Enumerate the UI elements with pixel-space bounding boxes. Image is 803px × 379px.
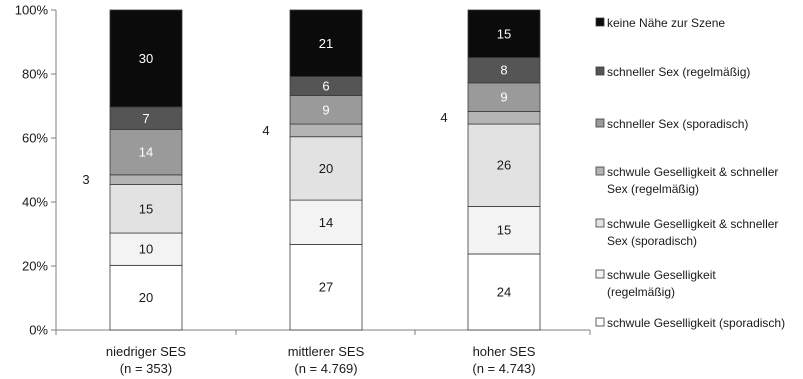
legend-swatch — [595, 317, 605, 327]
y-tick-label: 20% — [22, 259, 48, 274]
data-label: 15 — [139, 201, 153, 216]
bar-segment — [467, 206, 541, 255]
legend-label: (regelmäßig) — [607, 285, 675, 299]
y-tick-label: 100% — [15, 3, 49, 18]
data-label: 20 — [139, 290, 153, 305]
bar-segment — [289, 9, 363, 77]
bar-segment — [467, 110, 541, 125]
y-tick-label: 40% — [22, 195, 48, 210]
data-label: 20 — [319, 161, 333, 176]
bar-segment — [109, 174, 183, 185]
legend-swatch — [595, 118, 605, 128]
x-category-label: niedriger SES — [106, 344, 187, 359]
data-label: 8 — [500, 63, 507, 78]
y-tick-label: 0% — [29, 323, 48, 338]
data-label: 21 — [319, 36, 333, 51]
bar-segment — [467, 82, 541, 112]
data-label: 15 — [497, 26, 511, 41]
data-label: 27 — [319, 280, 333, 295]
data-label: 24 — [497, 284, 511, 299]
bar-segment — [109, 9, 183, 108]
legend: keine Nähe zur Szene schneller Sex (regel… — [595, 16, 785, 330]
data-label: 10 — [139, 242, 153, 257]
data-label: 9 — [500, 90, 507, 105]
legend-swatch — [595, 269, 605, 279]
bar-segment — [289, 199, 363, 245]
x-category-sublabel: (n = 4.769) — [294, 361, 357, 376]
x-category-label: hoher SES — [473, 344, 536, 359]
bar-segment — [467, 9, 541, 58]
bar-segment — [467, 253, 541, 331]
bars — [109, 9, 541, 331]
data-label: 9 — [322, 102, 329, 117]
legend-swatch — [595, 66, 605, 76]
bar-segment — [467, 57, 541, 84]
data-label: 4 — [440, 110, 447, 125]
x-category-sublabel: (n = 353) — [120, 361, 172, 376]
bar-segment — [289, 136, 363, 201]
legend-swatch — [595, 166, 605, 176]
legend-label: schwule Geselligkeit & schneller — [607, 165, 778, 179]
data-label: 15 — [497, 223, 511, 238]
data-label: 3 — [82, 172, 89, 187]
data-label: 4 — [262, 123, 269, 138]
bar-segment — [109, 232, 183, 266]
legend-label: schneller Sex (sporadisch) — [607, 117, 748, 131]
data-label: 6 — [322, 79, 329, 94]
legend-label: schneller Sex (regelmäßig) — [607, 65, 750, 79]
bar-segment — [289, 95, 363, 125]
legend-swatch — [595, 218, 605, 228]
data-label: 14 — [139, 145, 153, 160]
y-tick-label: 60% — [22, 131, 48, 146]
bar-segment — [109, 264, 183, 331]
axes: 0% 20% 40% 60% 80% 100% niedriger SES (n = 353)… — [15, 3, 591, 376]
bar-segment — [289, 123, 363, 138]
legend-label: Sex (regelmäßig) — [607, 182, 699, 196]
legend-label: keine Nähe zur Szene — [607, 16, 725, 30]
data-label: 26 — [497, 158, 511, 173]
data-labels: 20 10 15 3 14 7 30 27 14 20 4 9 6 21 24 15 26 4 9 8 15 — [82, 26, 511, 305]
legend-swatch — [595, 17, 605, 27]
legend-label: schwule Geselligkeit & schneller — [607, 217, 778, 231]
y-tick-label: 80% — [22, 67, 48, 82]
bar-segment — [289, 244, 363, 331]
legend-label: Sex (sporadisch) — [607, 234, 697, 248]
legend-label: schwule Geselligkeit (sporadisch) — [607, 316, 785, 330]
legend-label: schwule Geselligkeit — [607, 268, 716, 282]
data-label: 7 — [142, 111, 149, 126]
x-category-label: mittlerer SES — [288, 344, 365, 359]
bar-segment — [109, 184, 183, 234]
data-label: 30 — [139, 51, 153, 66]
bar-segment — [467, 123, 541, 207]
data-label: 14 — [319, 215, 333, 230]
x-category-sublabel: (n = 4.743) — [472, 361, 535, 376]
